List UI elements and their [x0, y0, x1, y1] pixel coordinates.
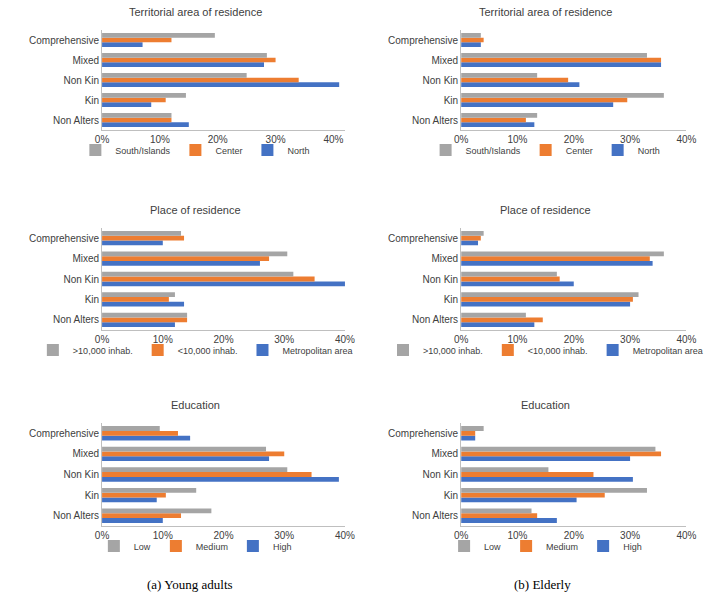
svg-text:30%: 30%	[620, 134, 640, 145]
svg-text:High: High	[623, 542, 642, 552]
svg-text:Comprehensive: Comprehensive	[388, 428, 458, 439]
svg-text:Non Alters: Non Alters	[412, 115, 458, 126]
svg-text:0%: 0%	[95, 334, 110, 345]
svg-text:20%: 20%	[564, 334, 584, 345]
svg-text:20%: 20%	[564, 530, 584, 541]
svg-text:10%: 10%	[507, 530, 527, 541]
svg-text:10%: 10%	[153, 334, 173, 345]
svg-text:Comprehensive: Comprehensive	[29, 233, 99, 244]
svg-text:North: North	[287, 146, 309, 156]
svg-text:Place of residence: Place of residence	[150, 204, 241, 216]
svg-text:40%: 40%	[676, 334, 696, 345]
svg-text:>10,000 inhab.: >10,000 inhab.	[73, 346, 133, 356]
svg-text:(a) Young adults: (a) Young adults	[147, 577, 233, 592]
svg-text:Low: Low	[134, 542, 151, 552]
svg-text:Education: Education	[521, 399, 570, 411]
svg-text:0%: 0%	[95, 530, 110, 541]
svg-text:0%: 0%	[95, 134, 110, 145]
svg-text:Comprehensive: Comprehensive	[29, 428, 99, 439]
svg-text:0%: 0%	[454, 530, 469, 541]
svg-text:Kin: Kin	[85, 490, 99, 501]
svg-text:30%: 30%	[620, 334, 640, 345]
svg-text:Medium: Medium	[546, 542, 578, 552]
svg-text:(b) Elderly: (b) Elderly	[514, 577, 571, 592]
svg-text:Metropolitan area: Metropolitan area	[282, 346, 352, 356]
svg-text:>10,000 inhab.: >10,000 inhab.	[423, 346, 483, 356]
svg-text:Comprehensive: Comprehensive	[29, 35, 99, 46]
svg-text:Non Alters: Non Alters	[53, 314, 99, 325]
svg-text:Mixed: Mixed	[431, 253, 458, 264]
svg-text:Metropolitan area: Metropolitan area	[633, 346, 703, 356]
svg-text:0%: 0%	[454, 134, 469, 145]
svg-text:Non Kin: Non Kin	[64, 75, 100, 86]
svg-text:0%: 0%	[454, 334, 469, 345]
svg-text:Territorial area of residence: Territorial area of residence	[129, 6, 262, 18]
svg-text:10%: 10%	[153, 530, 173, 541]
svg-text:Non Alters: Non Alters	[412, 314, 458, 325]
svg-text:10%: 10%	[150, 134, 170, 145]
svg-text:South/Islands: South/Islands	[466, 146, 521, 156]
svg-text:Comprehensive: Comprehensive	[388, 233, 458, 244]
svg-text:20%: 20%	[214, 530, 234, 541]
svg-text:20%: 20%	[214, 334, 234, 345]
svg-text:Center: Center	[566, 146, 593, 156]
svg-text:30%: 30%	[620, 530, 640, 541]
svg-text:30%: 30%	[266, 134, 286, 145]
svg-text:20%: 20%	[208, 134, 228, 145]
svg-text:Non Alters: Non Alters	[412, 510, 458, 521]
svg-text:Non Kin: Non Kin	[64, 469, 100, 480]
svg-text:Comprehensive: Comprehensive	[388, 35, 458, 46]
svg-text:Low: Low	[484, 542, 501, 552]
svg-text:Medium: Medium	[196, 542, 228, 552]
svg-text:30%: 30%	[274, 530, 294, 541]
svg-text:40%: 40%	[676, 134, 696, 145]
svg-text:Mixed: Mixed	[72, 448, 99, 459]
svg-text:Education: Education	[171, 399, 220, 411]
svg-text:Territorial area of residence: Territorial area of residence	[479, 6, 612, 18]
svg-text:High: High	[273, 542, 292, 552]
svg-text:Kin: Kin	[444, 95, 458, 106]
svg-text:<10,000 inhab.: <10,000 inhab.	[528, 346, 588, 356]
svg-text:10%: 10%	[507, 334, 527, 345]
svg-text:Kin: Kin	[85, 294, 99, 305]
svg-text:Kin: Kin	[444, 294, 458, 305]
svg-text:South/Islands: South/Islands	[115, 146, 170, 156]
svg-text:Non Kin: Non Kin	[423, 274, 459, 285]
svg-text:Place of residence: Place of residence	[500, 204, 591, 216]
svg-text:Non Kin: Non Kin	[423, 75, 459, 86]
svg-text:40%: 40%	[335, 334, 355, 345]
svg-text:Mixed: Mixed	[72, 253, 99, 264]
svg-text:10%: 10%	[507, 134, 527, 145]
svg-text:Mixed: Mixed	[431, 448, 458, 459]
svg-text:40%: 40%	[323, 134, 343, 145]
svg-text:North: North	[638, 146, 660, 156]
svg-text:Non Kin: Non Kin	[64, 274, 100, 285]
svg-text:Mixed: Mixed	[431, 55, 458, 66]
svg-text:20%: 20%	[564, 134, 584, 145]
svg-text:30%: 30%	[274, 334, 294, 345]
svg-text:Center: Center	[215, 146, 242, 156]
svg-text:40%: 40%	[335, 530, 355, 541]
svg-text:40%: 40%	[676, 530, 696, 541]
svg-text:<10,000 inhab.: <10,000 inhab.	[178, 346, 238, 356]
svg-text:Kin: Kin	[444, 490, 458, 501]
svg-text:Non Kin: Non Kin	[423, 469, 459, 480]
svg-text:Non Alters: Non Alters	[53, 510, 99, 521]
svg-text:Kin: Kin	[85, 95, 99, 106]
svg-text:Non Alters: Non Alters	[53, 115, 99, 126]
svg-text:Mixed: Mixed	[72, 55, 99, 66]
